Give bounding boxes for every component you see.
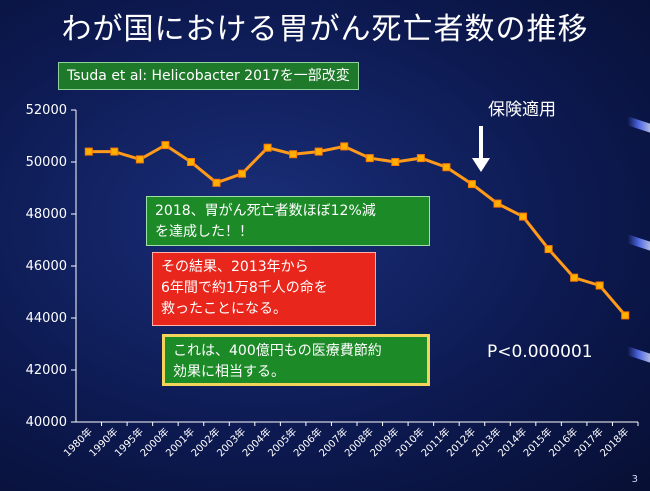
y-tick-label: 42000 — [26, 363, 67, 378]
data-point — [467, 180, 476, 189]
y-tick-label: 44000 — [26, 311, 67, 326]
cost-savings-callout: これは、400億円もの医療費節約 効果に相当する。 — [162, 334, 430, 386]
data-point — [544, 245, 553, 254]
page-title: わが国における胃がん死亡者数の推移 — [61, 12, 589, 47]
data-point — [519, 212, 528, 221]
reduction-callout: 2018、胃がん死亡者数ほぼ12%減 を達成した！！ — [146, 196, 430, 246]
callout-line: その結果、2013年から — [161, 259, 309, 275]
y-tick-label: 52000 — [26, 103, 67, 118]
callout-line: これは、400億円もの医療費節約 — [173, 343, 382, 359]
data-point — [365, 154, 374, 163]
callout-line: を達成した！！ — [155, 224, 253, 240]
y-tick-label: 50000 — [26, 155, 67, 170]
data-point — [570, 273, 579, 282]
data-point — [289, 150, 298, 159]
callout-line: 効果に相当する。 — [173, 364, 285, 380]
data-point — [493, 199, 502, 208]
data-point — [186, 158, 195, 166]
y-tick-label: 46000 — [26, 259, 67, 274]
lives-saved-callout: その結果、2013年から 6年間で約1万8千人の命を 救ったことになる。 — [152, 252, 376, 326]
y-tick-label: 48000 — [26, 207, 67, 222]
data-point — [161, 141, 170, 150]
data-point — [238, 169, 247, 178]
data-point — [110, 147, 119, 156]
data-point — [416, 154, 425, 163]
y-tick-label: 40000 — [26, 415, 67, 430]
data-point — [263, 143, 272, 152]
data-point — [442, 163, 451, 172]
series-line — [88, 143, 627, 317]
data-point — [135, 155, 144, 164]
data-point — [314, 147, 323, 156]
data-point — [621, 311, 630, 320]
callout-line: 救ったことになる。 — [161, 301, 287, 317]
source-citation: Tsuda et al: Helicobacter 2017を一部改変 — [58, 62, 359, 90]
callout-line: 6年間で約1万8千人の命を — [161, 280, 328, 296]
data-point — [212, 178, 221, 187]
insurance-coverage-label: 保険適用 — [488, 100, 556, 120]
data-point — [391, 158, 400, 166]
data-point — [595, 281, 604, 290]
x-tick-label: 2018年 — [597, 425, 631, 459]
callout-line: 2018、胃がん死亡者数ほぼ12%減 — [155, 203, 376, 219]
data-point — [84, 147, 93, 156]
page-number: 3 — [631, 474, 638, 485]
data-point — [340, 142, 349, 151]
p-value-label: P<0.000001 — [487, 342, 593, 362]
insurance-arrow — [472, 126, 490, 172]
